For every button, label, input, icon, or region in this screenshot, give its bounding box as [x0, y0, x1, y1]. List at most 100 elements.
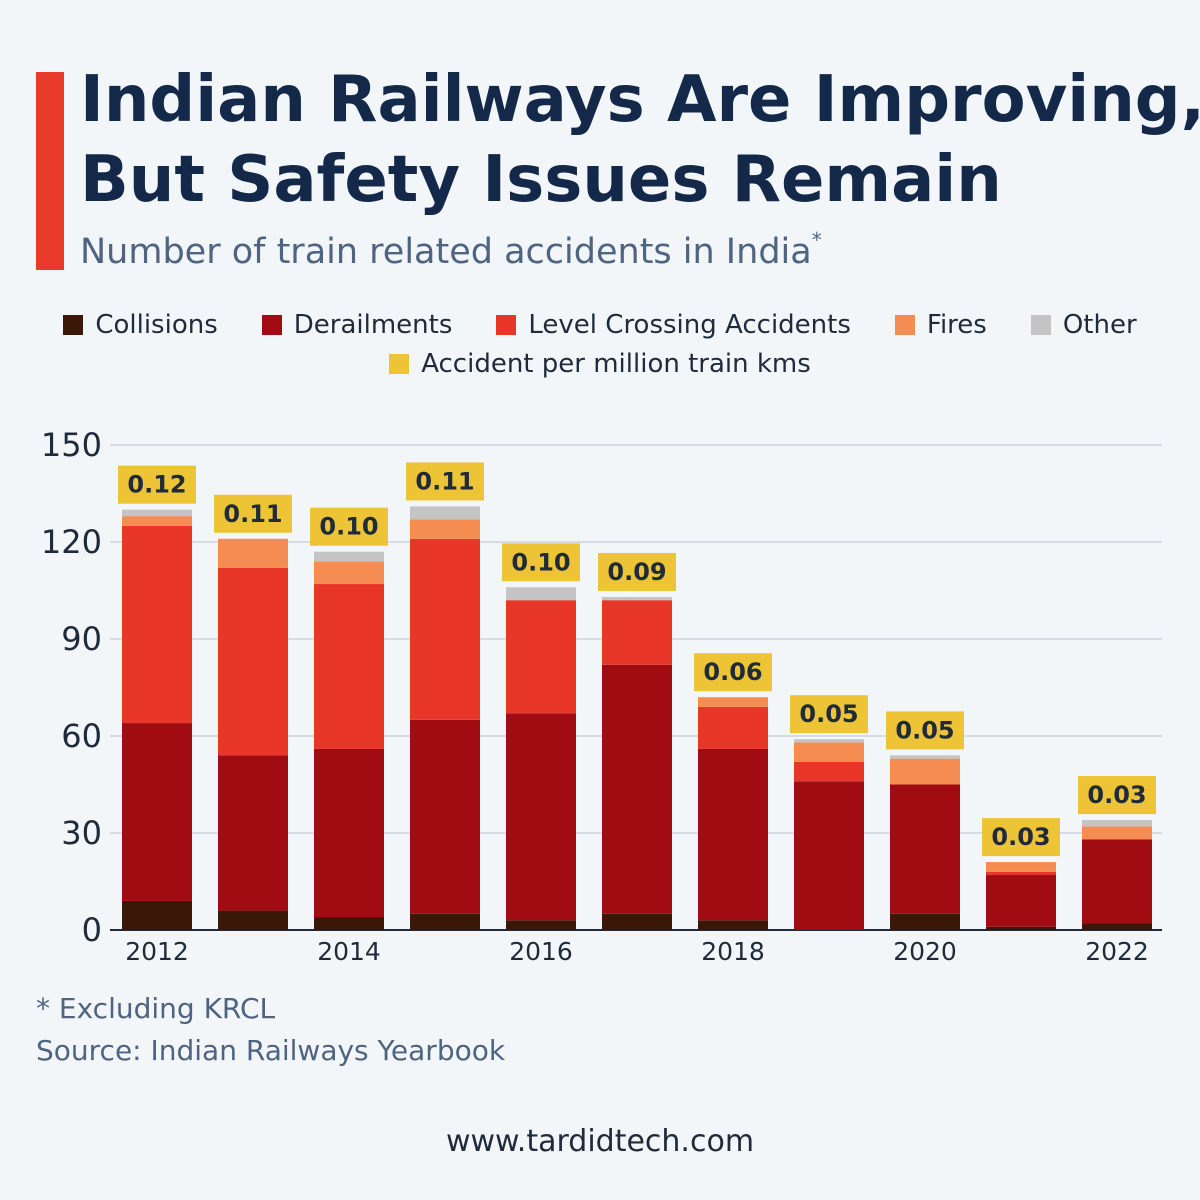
rate-label-box: [790, 695, 868, 734]
rate-label-box: [406, 462, 484, 501]
stacked-bar-chart: 0 30 60 90 120 150 0.12 2012 0.11 0.10 2014 0.11 0.1…: [41, 426, 1162, 966]
legend: Collisions Derailments Level Crossing Ac…: [0, 310, 1200, 340]
bar-segment-fires: [314, 561, 384, 585]
bar-segment-level-crossing: [314, 584, 384, 749]
bar-segment-derailments: [794, 781, 864, 930]
bar-segment-fires: [122, 516, 192, 526]
bar-segment-collisions: [218, 910, 288, 930]
bar-segment-collisions: [314, 917, 384, 930]
bar-segment-derailments: [410, 719, 480, 914]
chart-subtitle: Number of train related accidents in Ind…: [80, 228, 822, 272]
bar-segment-level-crossing: [698, 706, 768, 749]
rate-label: 0.03: [991, 823, 1050, 851]
legend-item-rate: Accident per million train kms: [389, 349, 811, 379]
rate-label: 0.11: [223, 500, 282, 528]
y-tick-label: 90: [61, 620, 102, 658]
rate-label-box: [118, 465, 196, 504]
rate-label: 0.05: [799, 700, 858, 728]
rate-label-box: [694, 653, 772, 692]
bar-segment-collisions: [410, 913, 480, 930]
bar-segment-level-crossing: [986, 871, 1056, 876]
x-tick-label: 2022: [1085, 937, 1149, 966]
bar-segment-level-crossing: [506, 600, 576, 714]
rate-label: 0.05: [895, 716, 954, 744]
bar-segment-other: [602, 596, 672, 601]
x-tick-label: 2018: [701, 937, 765, 966]
legend-swatch-other: [1030, 315, 1051, 335]
subtitle-footnote-marker: *: [811, 228, 822, 252]
bar-segment-derailments: [986, 875, 1056, 927]
rate-label: 0.12: [127, 471, 186, 499]
bar-segment-collisions: [890, 913, 960, 930]
y-tick-label: 0: [82, 911, 102, 949]
title-line-2: But Safety Issues Remain: [80, 143, 1002, 217]
bar-segment-level-crossing: [794, 761, 864, 782]
rate-label-box: [886, 711, 964, 750]
x-tick-label: 2014: [317, 937, 381, 966]
bar-segment-other: [410, 506, 480, 520]
legend-item-derailments: Derailments: [261, 310, 452, 340]
bar-segment-fires: [410, 519, 480, 539]
bar-segment-derailments: [602, 664, 672, 914]
bar-segment-other: [1082, 820, 1152, 827]
bar-segment-fires: [986, 862, 1056, 872]
y-tick-label: 150: [41, 426, 102, 464]
rate-label-box: [310, 507, 388, 546]
bar-segment-other: [890, 755, 960, 759]
legend-swatch-fires: [894, 315, 915, 335]
rate-label: 0.10: [511, 548, 570, 576]
rate-label-box: [1078, 776, 1156, 815]
title-accent-bar: [36, 72, 64, 270]
bar-segment-collisions: [506, 920, 576, 930]
bar-segment-derailments: [218, 755, 288, 911]
bar-segment-fires: [1082, 826, 1152, 840]
bar-segment-fires: [218, 538, 288, 568]
footnote-exclusion: * Excluding KRCL: [36, 992, 276, 1025]
rate-label-box: [598, 552, 676, 591]
bar-segment-collisions: [1082, 923, 1152, 930]
y-tick-label: 30: [61, 814, 102, 852]
rate-label-box: [502, 543, 580, 582]
x-tick-label: 2020: [893, 937, 957, 966]
legend-swatch-rate: [389, 354, 410, 374]
website-url: www.tardidtech.com: [445, 1124, 755, 1159]
legend-item-level-crossing: Level Crossing Accidents: [496, 310, 851, 340]
rate-label: 0.09: [607, 558, 666, 586]
legend-item-other: Other: [1030, 310, 1137, 340]
bar-segment-other: [794, 739, 864, 743]
bar-segment-derailments: [1082, 839, 1152, 924]
rate-label: 0.10: [319, 513, 378, 541]
x-tick-label: 2016: [509, 937, 573, 966]
legend-label-fires: Fires: [926, 310, 987, 340]
bar-segment-level-crossing: [602, 600, 672, 665]
bar-segment-fires: [794, 742, 864, 762]
legend-item-collisions: Collisions: [63, 310, 218, 340]
bar-segment-derailments: [314, 748, 384, 918]
bar-segment-derailments: [506, 713, 576, 921]
subtitle-text: Number of train related accidents in Ind…: [80, 232, 812, 272]
bar-segment-other: [122, 509, 192, 517]
rate-label-box: [214, 494, 292, 533]
y-tick-label: 60: [61, 717, 102, 755]
legend-label-rate: Accident per million train kms: [421, 349, 811, 379]
legend-second-row: Accident per million train kms: [0, 349, 1200, 379]
title-line-1: Indian Railways Are Improving,: [80, 63, 1200, 137]
x-tick-label: 2012: [125, 937, 189, 966]
bar-segment-collisions: [122, 900, 192, 930]
bar-segment-collisions: [602, 913, 672, 930]
legend-label-level-crossing: Level Crossing Accidents: [528, 310, 851, 340]
source-note: Source: Indian Railways Yearbook: [36, 1034, 506, 1067]
bar-segment-collisions: [986, 926, 1056, 930]
legend-item-fires: Fires: [894, 310, 987, 340]
bar-segment-derailments: [122, 723, 192, 901]
legend-swatch-derailments: [261, 315, 282, 335]
bar-segment-collisions: [698, 920, 768, 930]
rate-label: 0.11: [415, 467, 474, 495]
legend-label-collisions: Collisions: [95, 310, 218, 340]
bar-segment-other: [314, 551, 384, 562]
rate-label-box: [982, 818, 1060, 857]
rate-label: 0.03: [1087, 781, 1146, 809]
bar-segment-level-crossing: [410, 538, 480, 720]
bar-segment-derailments: [890, 784, 960, 914]
rate-label: 0.06: [703, 658, 762, 686]
